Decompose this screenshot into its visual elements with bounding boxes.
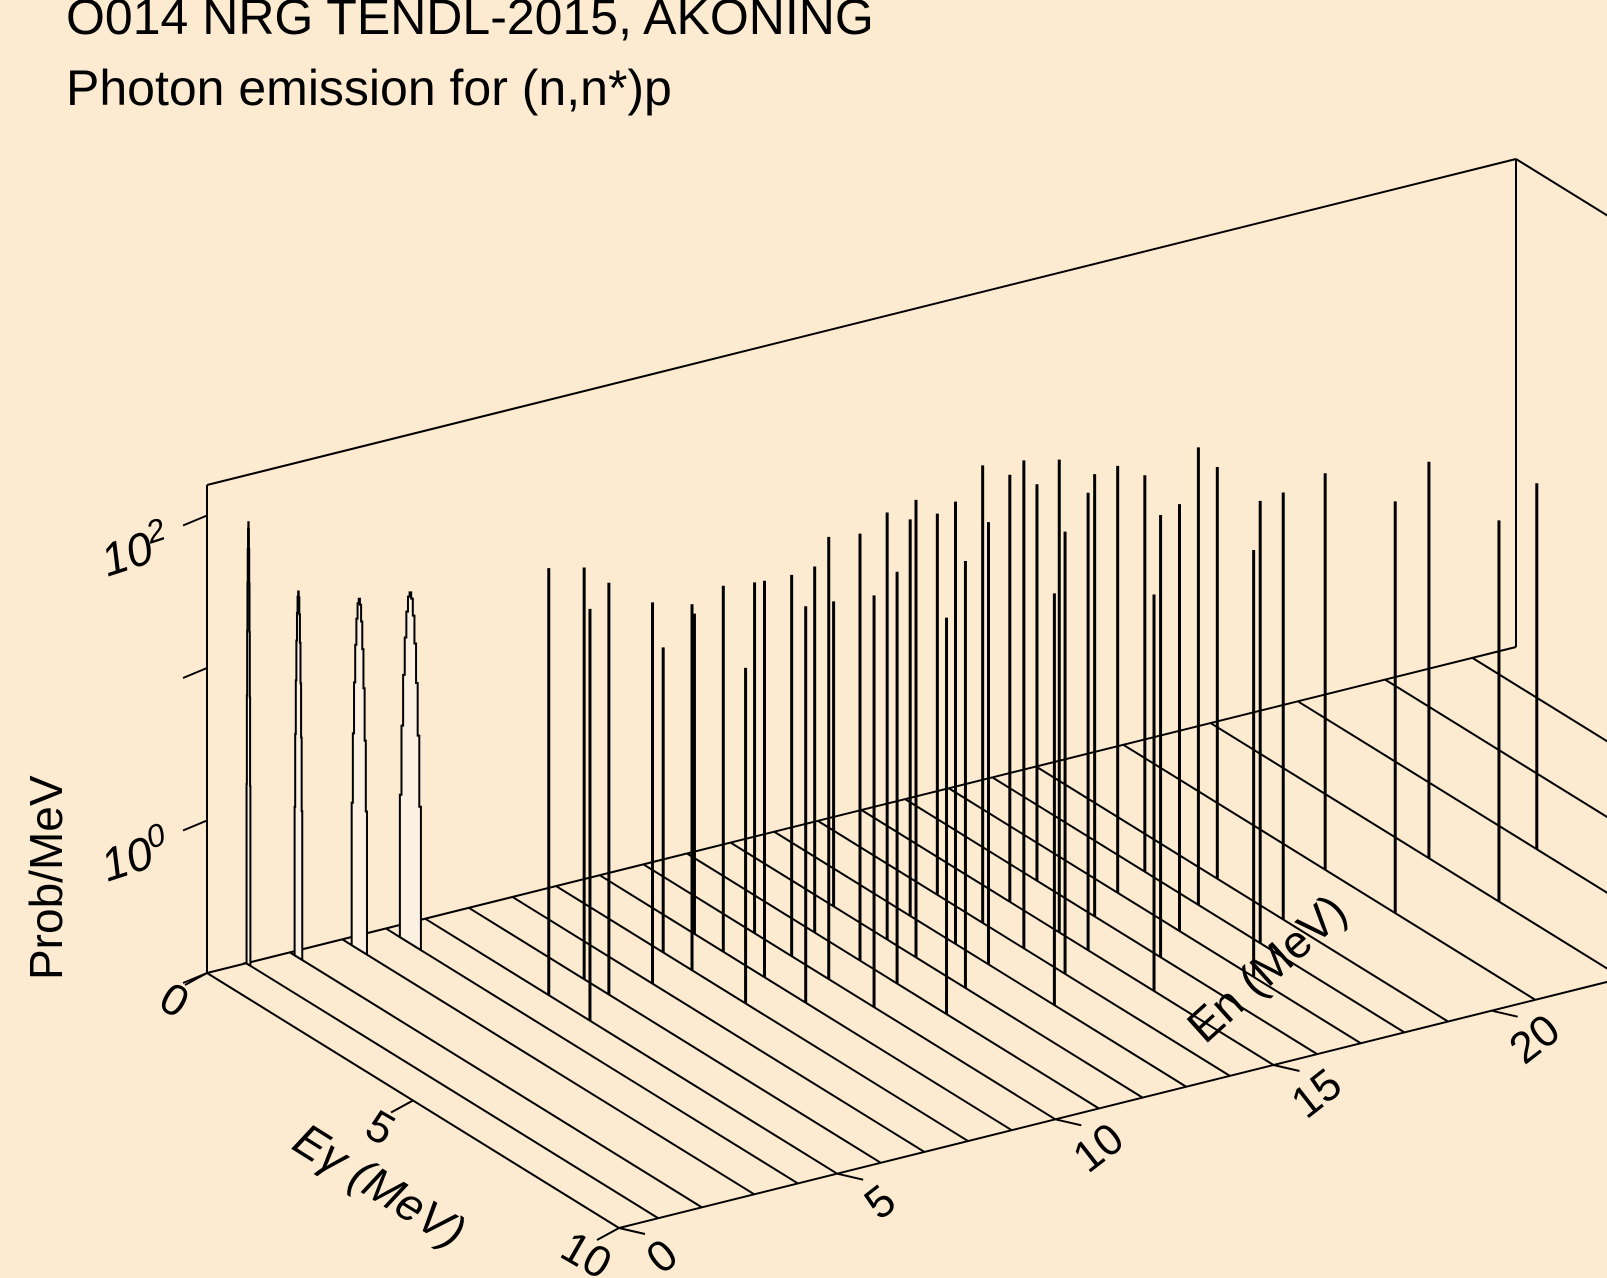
x-tick-label: 0 [151,973,197,1028]
trace-baseline [385,927,799,1185]
trace-baseline [511,896,925,1153]
trace-baseline [1122,743,1536,1001]
trace-baseline [686,852,1100,1110]
trace-baseline [1384,678,1607,819]
z-axis-minor-tick [182,667,208,679]
chart-subtitle: Photon emission for (n,n*)p [66,60,672,116]
trace-baseline [555,885,969,1142]
trace-baseline [468,906,882,1164]
z-axis-minor-tick [182,972,208,984]
y-axis-tick [1273,1064,1300,1072]
trace-baseline [1297,700,1607,894]
x-tick-label: 10 [553,1222,620,1278]
z-axis-label: Prob/MeV [20,775,72,980]
box-edge-top-back [206,158,1517,486]
z-tick-label: 102 [93,511,176,587]
trace-baseline [773,830,1187,1088]
trace-baseline [424,917,838,1175]
z-axis-tick [182,514,208,527]
y-tick-label: 0 [637,1230,686,1278]
z-tick-label: 100 [93,816,176,892]
x-axis-tick [390,1099,414,1114]
trace-baseline [1210,722,1607,970]
trace-baseline [245,962,659,1220]
y-axis-tick [1055,1118,1082,1127]
trace-baseline [289,951,703,1209]
traces-group [242,447,1607,1220]
trace-baseline [730,841,1144,1099]
continuum-spectrum [242,521,252,968]
y-tick-label: 5 [856,1175,905,1229]
trace-baseline [1471,657,1607,743]
trace-baseline [904,798,1318,1055]
y-axis-tick [1491,1009,1518,1018]
x-axis-tick [596,1227,620,1241]
continuum-spectrum [346,597,368,957]
y-axis-tick [618,1227,646,1235]
continuum-spectrum [394,591,422,952]
y-axis-line [618,980,1607,1229]
box-edge-top-right [1515,158,1607,217]
trace-baseline [860,809,1275,1066]
trace-baseline [341,938,755,1196]
trace-baseline [642,863,1056,1121]
chart-title: O014 NRG TENDL-2015, AKONING [66,0,874,45]
z-axis-tick [182,819,208,832]
trace-baseline [1035,765,1449,1023]
continuum-spectrum [290,590,304,962]
y-axis-tick [836,1172,864,1181]
